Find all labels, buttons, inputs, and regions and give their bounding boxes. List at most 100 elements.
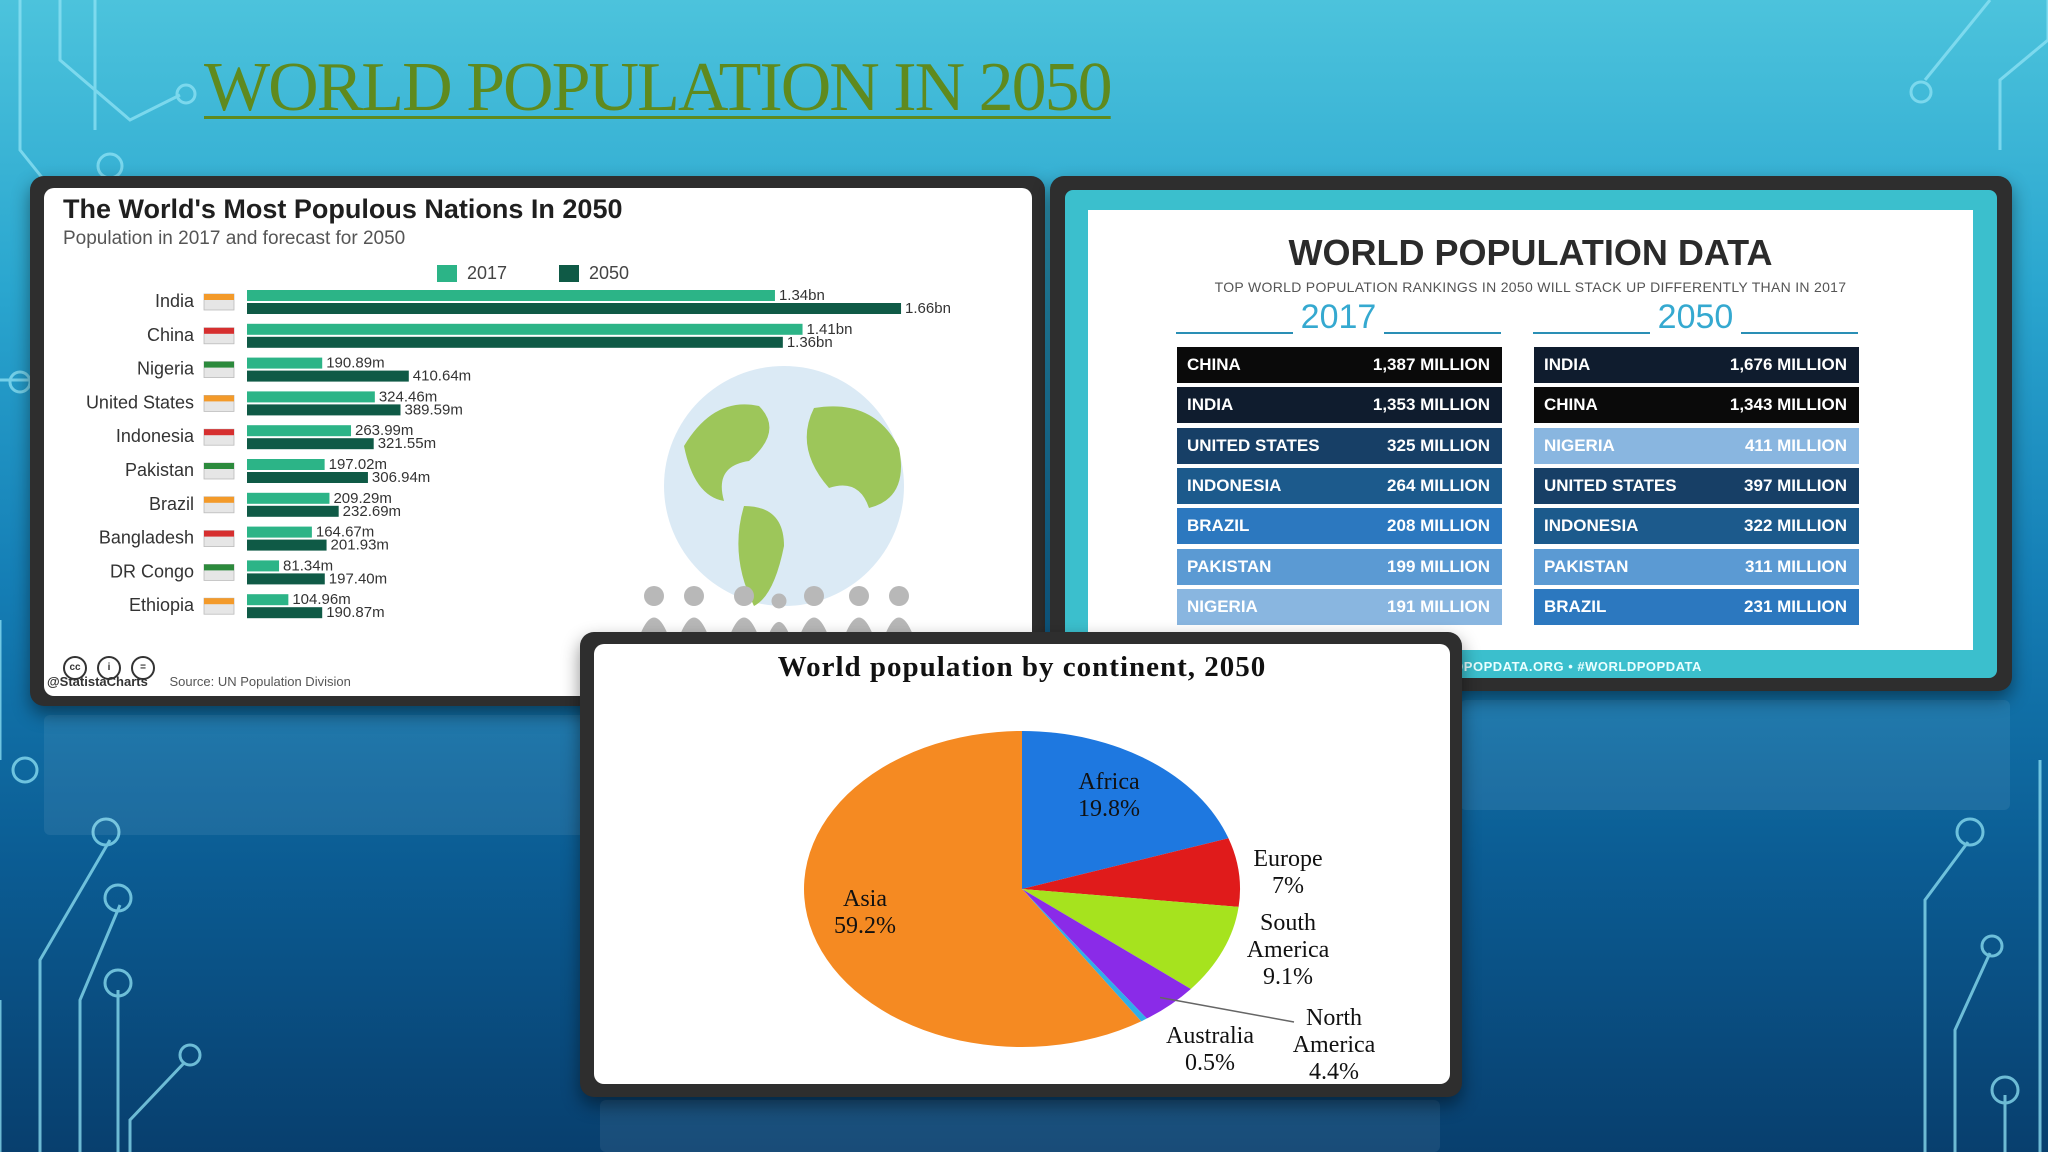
category-label: DR Congo <box>110 561 194 581</box>
legend-label: 2017 <box>467 263 508 283</box>
bar-2017-china <box>247 323 803 335</box>
legend-label: 2050 <box>589 263 630 283</box>
ranking-country: NIGERIA <box>1187 596 1258 616</box>
flag-icon <box>203 597 235 615</box>
ranking-value: 264 MILLION <box>1387 475 1490 495</box>
ranking-country: PAKISTAN <box>1187 556 1272 576</box>
person-body <box>800 617 828 635</box>
bar-value-label: 1.36bn <box>787 334 833 351</box>
pie-slice-australia <box>1022 889 1147 1022</box>
ranking-value: 208 MILLION <box>1387 516 1490 536</box>
bar-2017-pakistan <box>247 459 325 470</box>
category-label: China <box>147 325 195 345</box>
year-header-2017: 2017 <box>1176 298 1501 338</box>
bar-value-label: 232.69m <box>343 503 401 520</box>
person-icon <box>684 586 704 606</box>
bar-2017-brazil <box>247 492 330 504</box>
bar-value-label: 263.99m <box>355 422 413 439</box>
bar-chart-footer: @StatistaCharts Source: UN Population Di… <box>47 674 351 689</box>
bar-2017-indonesia <box>247 425 352 437</box>
bar-value-label: 81.34m <box>283 557 333 574</box>
legend-item-2050: 2050 <box>559 263 629 285</box>
bar-2017-nigeria <box>247 357 323 369</box>
flag-stripe <box>204 361 234 368</box>
category-label: Nigeria <box>137 359 195 379</box>
category-label: India <box>155 291 195 311</box>
ranking-row: INDONESIA 264 MILLION <box>1177 467 1502 504</box>
ranking-row: PAKISTAN 199 MILLION <box>1177 548 1502 585</box>
ranking-row: CHINA 1,343 MILLION <box>1534 387 1859 424</box>
bar-value-label: 209.29m <box>333 490 391 507</box>
year-label-2050: 2050 <box>1649 298 1742 336</box>
bar-value-label: 306.94m <box>372 469 430 486</box>
person-icon <box>889 586 909 606</box>
bar-value-label: 104.96m <box>292 591 350 608</box>
ranking-value: 1,353 MILLION <box>1372 395 1490 415</box>
bar-2050-ethiopia <box>247 607 323 619</box>
person-body <box>730 617 758 635</box>
bar-value-label: 389.59m <box>404 401 462 418</box>
bar-value-label: 197.40m <box>329 570 387 587</box>
bar-value-label: 1.41bn <box>807 321 853 338</box>
category-label: Brazil <box>149 494 194 514</box>
ranking-value: 1,343 MILLION <box>1729 395 1847 415</box>
legend-item-2017: 2017 <box>437 263 507 285</box>
ranking-value: 191 MILLION <box>1387 596 1490 616</box>
flag-stripe <box>204 496 234 503</box>
pie-slice-north-america <box>1022 889 1191 1019</box>
flag-stripe <box>204 463 234 469</box>
bar-2017-dr-congo <box>247 560 280 572</box>
flag-icon <box>203 293 235 311</box>
flag-stripe <box>204 294 234 300</box>
bar-chart-source: Source: UN Population Division <box>169 674 351 689</box>
table-card: WORLD POPULATION DATA TOP WORLD POPULATI… <box>1088 210 1973 650</box>
flag-stripe <box>204 564 234 571</box>
ranking-country: INDIA <box>1544 355 1591 374</box>
table-title: WORLD POPULATION DATA <box>1288 232 1773 273</box>
bar-2017-ethiopia <box>247 594 289 606</box>
person-body <box>885 617 913 635</box>
person-body <box>768 621 790 635</box>
ranking-row: NIGERIA 411 MILLION <box>1534 427 1859 464</box>
reflection <box>1460 700 2010 810</box>
person-icon <box>771 593 787 609</box>
category-label: Pakistan <box>125 460 194 480</box>
ranking-value: 1,387 MILLION <box>1372 355 1490 374</box>
flag-stripe <box>204 598 234 605</box>
bar-2050-china <box>247 336 783 348</box>
ranking-row: BRAZIL 208 MILLION <box>1177 508 1502 545</box>
ranking-value: 325 MILLION <box>1387 435 1490 455</box>
person-icon <box>804 586 824 606</box>
pie-label-north-america: North America 4.4% <box>1293 1005 1376 1084</box>
pie-slice-africa <box>1022 731 1229 889</box>
category-label: Bangladesh <box>99 528 194 548</box>
flag-icon <box>203 462 235 480</box>
ranking-value: 397 MILLION <box>1744 475 1847 495</box>
flag-icon <box>203 327 235 345</box>
bar-value-label: 197.02m <box>329 456 387 473</box>
attribution-icon: i <box>97 656 121 680</box>
flag-icon <box>203 530 235 548</box>
ranking-country: UNITED STATES <box>1544 475 1677 495</box>
pie-label-south-america: South America 9.1% <box>1247 910 1330 990</box>
bar-chart-title: The World's Most Populous Nations In 205… <box>63 194 623 224</box>
flag-icon <box>203 394 235 412</box>
pie-chart-title: World population by continent, 2050 <box>777 651 1267 683</box>
pie-chart-panel: World population by continent, 2050 Afri… <box>594 644 1450 1084</box>
cc-icon: cc <box>63 656 87 680</box>
year-label-2017: 2017 <box>1292 298 1385 336</box>
person-body <box>640 617 668 635</box>
pie-label-africa: Africa 19.8% <box>1078 769 1140 822</box>
ranking-country: INDIA <box>1187 395 1234 415</box>
flag-icon <box>203 361 235 379</box>
bar-2050-united-states <box>247 404 401 416</box>
ranking-country: CHINA <box>1187 355 1241 374</box>
reflection <box>44 715 604 835</box>
people-icon-group <box>640 586 913 635</box>
ranking-value: 1,676 MILLION <box>1729 355 1847 374</box>
bar-value-label: 1.66bn <box>905 300 951 317</box>
pie-label-europe: Europe 7% <box>1253 846 1322 899</box>
bar-chart-subtitle: Population in 2017 and forecast for 2050 <box>63 228 406 249</box>
flag-icon <box>203 496 235 514</box>
